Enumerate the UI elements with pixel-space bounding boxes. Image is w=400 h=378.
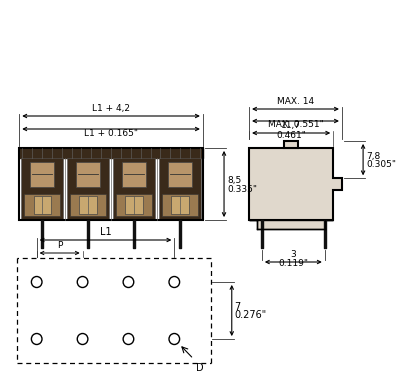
Text: 0.119": 0.119"	[278, 259, 308, 268]
Text: L1 + 4,2: L1 + 4,2	[92, 104, 130, 113]
Text: 0.335": 0.335"	[227, 184, 257, 194]
Polygon shape	[284, 141, 298, 148]
Bar	[19, 148, 203, 220]
Text: 7,8: 7,8	[366, 152, 380, 161]
Bar	[21, 158, 63, 220]
Text: 8,5: 8,5	[227, 175, 241, 184]
Text: 3: 3	[290, 250, 296, 259]
Text: 7: 7	[235, 302, 241, 311]
Polygon shape	[249, 148, 342, 220]
Bar	[122, 162, 146, 187]
Text: MAX. 0.551": MAX. 0.551"	[268, 120, 323, 129]
Bar	[67, 158, 109, 220]
Bar	[34, 196, 51, 214]
Bar	[116, 194, 152, 216]
Text: 0.276": 0.276"	[235, 310, 267, 321]
Bar	[168, 162, 192, 187]
Bar	[30, 162, 54, 187]
Bar	[80, 196, 97, 214]
Text: MAX. 14: MAX. 14	[277, 97, 314, 106]
Text: 0.305": 0.305"	[366, 160, 396, 169]
Bar	[70, 194, 106, 216]
Polygon shape	[249, 220, 333, 229]
Bar	[24, 194, 60, 216]
Bar	[159, 158, 201, 220]
Bar	[76, 162, 100, 187]
Bar	[162, 194, 198, 216]
Bar	[171, 196, 188, 214]
Text: 11,7: 11,7	[281, 121, 301, 130]
Text: L1: L1	[100, 227, 111, 237]
Text: D: D	[196, 363, 203, 373]
Text: 0.461": 0.461"	[276, 131, 306, 140]
Text: P: P	[57, 241, 62, 250]
Bar	[125, 196, 143, 214]
Bar	[113, 158, 155, 220]
Text: L1 + 0.165": L1 + 0.165"	[84, 129, 138, 138]
